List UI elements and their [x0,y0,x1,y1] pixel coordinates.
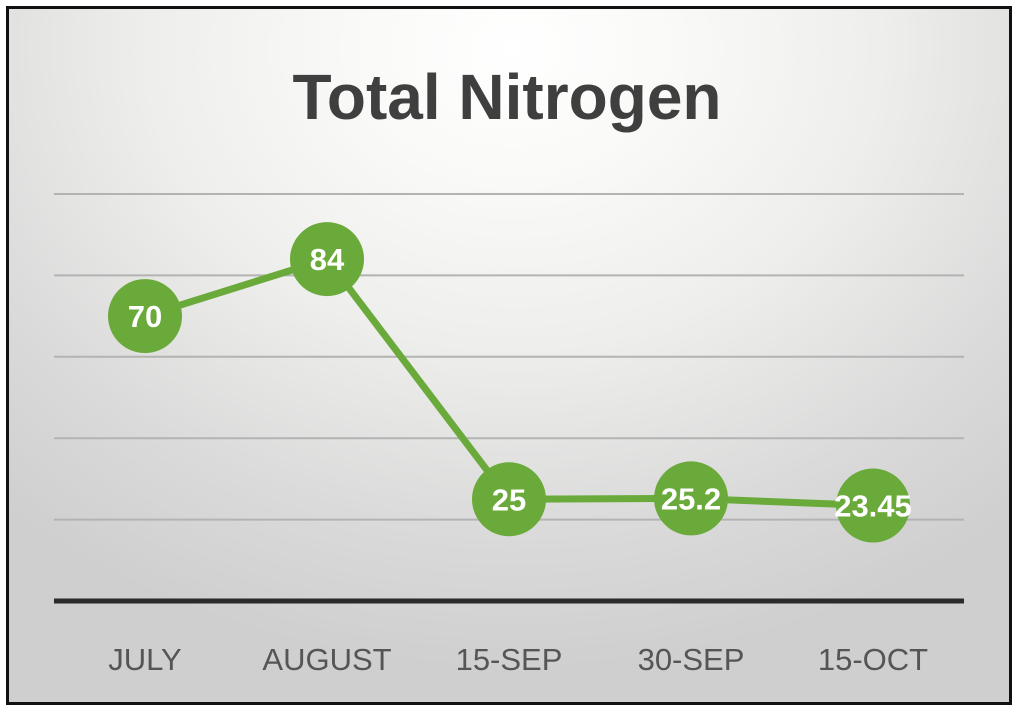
data-label: 23.45 [834,489,912,524]
chart-frame: Total Nitrogen 70 84 25 25.2 23.45 JULY AUGUS… [6,6,1012,705]
data-point [654,461,728,536]
x-tick-label: 15-OCT [818,642,928,677]
x-tick-label: 15-SEP [456,642,563,677]
data-point-markers [108,222,910,543]
data-labels: 70 84 25 25.2 23.45 [128,242,912,523]
grid-lines [54,193,964,521]
data-point [290,222,364,297]
chart-title: Total Nitrogen [293,61,722,133]
data-point [836,468,910,543]
data-label: 84 [310,242,345,277]
x-tick-label: AUGUST [262,642,391,677]
line-chart: Total Nitrogen 70 84 25 25.2 23.45 JULY AUGUS… [54,61,964,677]
data-point [108,279,182,354]
data-label: 25.2 [661,481,721,516]
data-label: 70 [128,299,162,334]
data-point [472,462,546,537]
x-tick-label: JULY [108,642,182,677]
x-tick-label: 30-SEP [638,642,745,677]
x-tick-labels: JULY AUGUST 15-SEP 30-SEP 15-OCT [108,642,928,677]
data-label: 25 [492,482,526,517]
